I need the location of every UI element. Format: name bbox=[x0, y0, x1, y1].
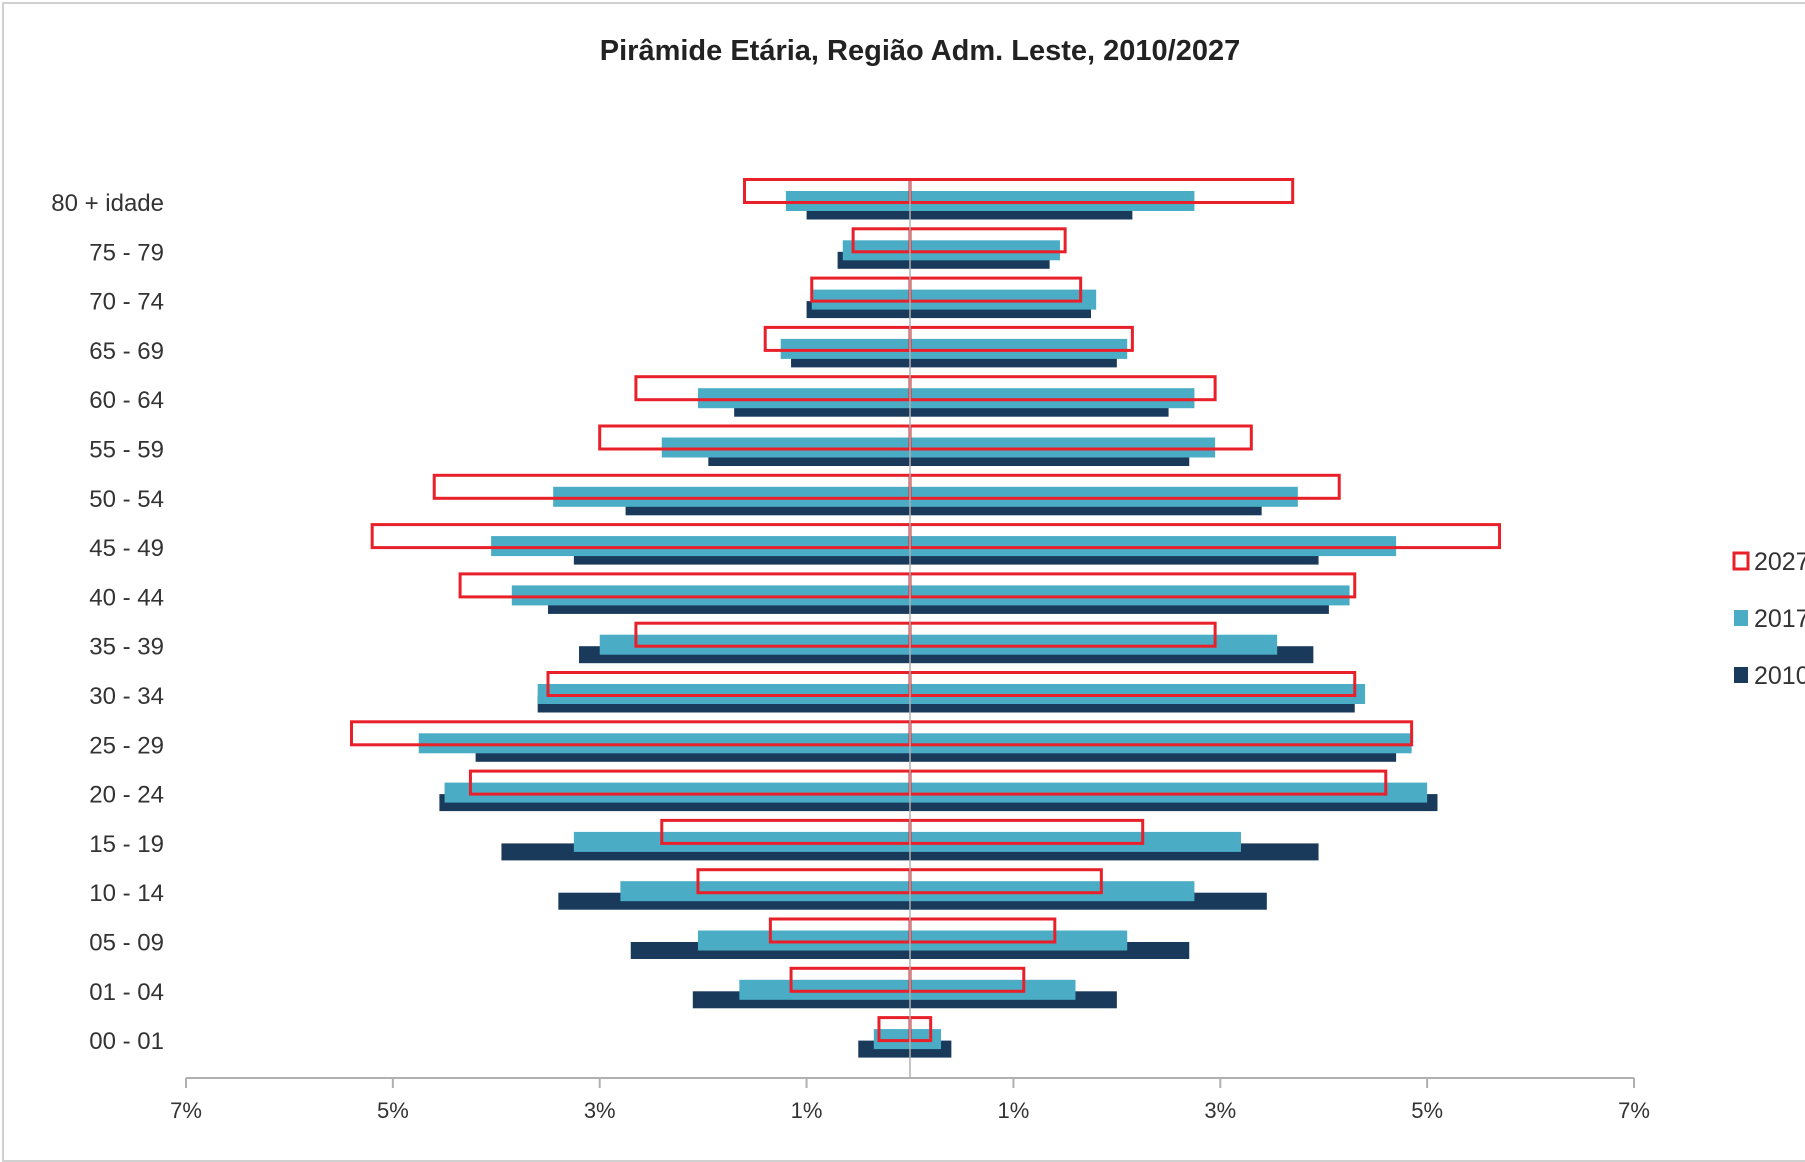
category-label: 80 + idade bbox=[51, 190, 164, 217]
x-tick-label: 5% bbox=[377, 1098, 409, 1123]
x-tick-label: 7% bbox=[1618, 1098, 1650, 1123]
category-label: 70 - 74 bbox=[89, 289, 164, 316]
category-label: 75 - 79 bbox=[89, 239, 164, 266]
category-label: 00 - 01 bbox=[89, 1028, 164, 1055]
legend-label-2027: 2027 bbox=[1754, 548, 1805, 576]
legend-label-2017: 2017 bbox=[1754, 605, 1805, 633]
category-label: 20 - 24 bbox=[89, 782, 164, 809]
category-label: 05 - 09 bbox=[89, 930, 164, 957]
category-labels: 80 + idade 75 - 79 70 - 74 65 - 69 60 - 64 55… bbox=[51, 190, 164, 1055]
x-tick-label: 7% bbox=[170, 1098, 202, 1123]
x-tick-label: 1% bbox=[791, 1098, 823, 1123]
legend-label-2010: 2010 bbox=[1754, 662, 1805, 690]
bar-2017-right-75-79 bbox=[910, 240, 1060, 261]
category-label: 01 - 04 bbox=[89, 979, 164, 1006]
category-label: 60 - 64 bbox=[89, 387, 164, 414]
category-label: 10 - 14 bbox=[89, 880, 164, 907]
category-label: 55 - 59 bbox=[89, 437, 164, 464]
x-axis: 7% 5% 3% 1% 1% 3% 5% 7% bbox=[170, 181, 1650, 1123]
x-tick-label: 1% bbox=[998, 1098, 1030, 1123]
category-label: 50 - 54 bbox=[89, 486, 164, 513]
chart-title: Pirâmide Etária, Região Adm. Leste, 2010… bbox=[600, 35, 1240, 67]
category-label: 15 - 19 bbox=[89, 831, 164, 858]
bar-2017-left-75-79 bbox=[842, 240, 910, 261]
x-tick-label: 5% bbox=[1411, 1098, 1443, 1123]
category-label: 65 - 69 bbox=[89, 338, 164, 365]
legend-swatch-2010 bbox=[1734, 667, 1748, 683]
category-label: 40 - 44 bbox=[89, 584, 164, 611]
category-label: 30 - 34 bbox=[89, 683, 164, 710]
category-label: 25 - 29 bbox=[89, 732, 164, 759]
x-tick-label: 3% bbox=[1204, 1098, 1236, 1123]
category-label: 35 - 39 bbox=[89, 634, 164, 661]
category-label: 45 - 49 bbox=[89, 535, 164, 562]
legend: 2027 2017 2010 bbox=[1732, 548, 1805, 690]
bars-group bbox=[349, 178, 1502, 1058]
x-tick-label: 3% bbox=[584, 1098, 616, 1123]
legend-swatch-2017 bbox=[1734, 610, 1748, 626]
legend-swatch-2027 bbox=[1732, 551, 1750, 571]
